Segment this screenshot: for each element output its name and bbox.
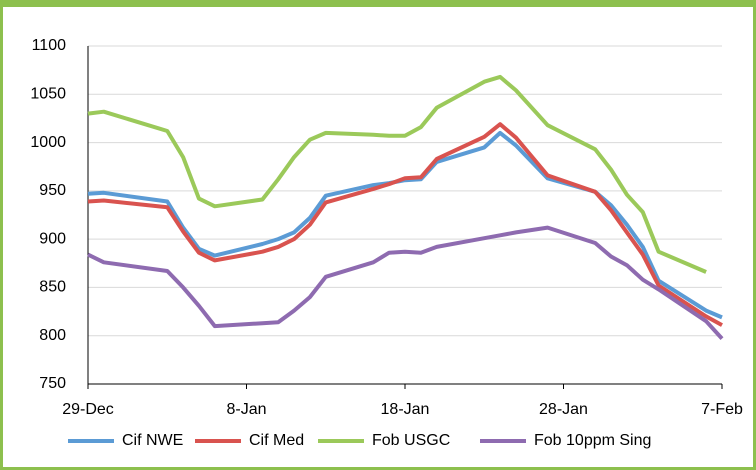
series-line [87, 74, 707, 274]
x-tick-label: 8-Jan [226, 401, 266, 418]
y-tick-label: 750 [39, 375, 66, 392]
y-tick-label: 1100 [32, 37, 67, 54]
legend-label: Fob USGC [372, 432, 450, 449]
y-tick-label: 900 [39, 230, 66, 247]
series-line [87, 225, 724, 340]
y-tick-label: 800 [39, 327, 66, 344]
legend-label: Fob 10ppm Sing [534, 432, 651, 449]
y-tick-label: 1050 [30, 86, 66, 103]
y-tick-label: 1000 [30, 134, 66, 151]
y-tick-label: 850 [39, 279, 66, 296]
x-tick-label: 18-Jan [381, 401, 430, 418]
y-tick-label: 950 [39, 182, 66, 199]
header-band [0, 0, 756, 7]
x-tick-label: 29-Dec [62, 401, 114, 418]
x-tick-label: 7-Feb [701, 401, 743, 418]
legend-label: Cif Med [249, 432, 304, 449]
legend-label: Cif NWE [122, 432, 183, 449]
x-tick-label: 28-Jan [539, 401, 588, 418]
series-line [87, 122, 723, 327]
